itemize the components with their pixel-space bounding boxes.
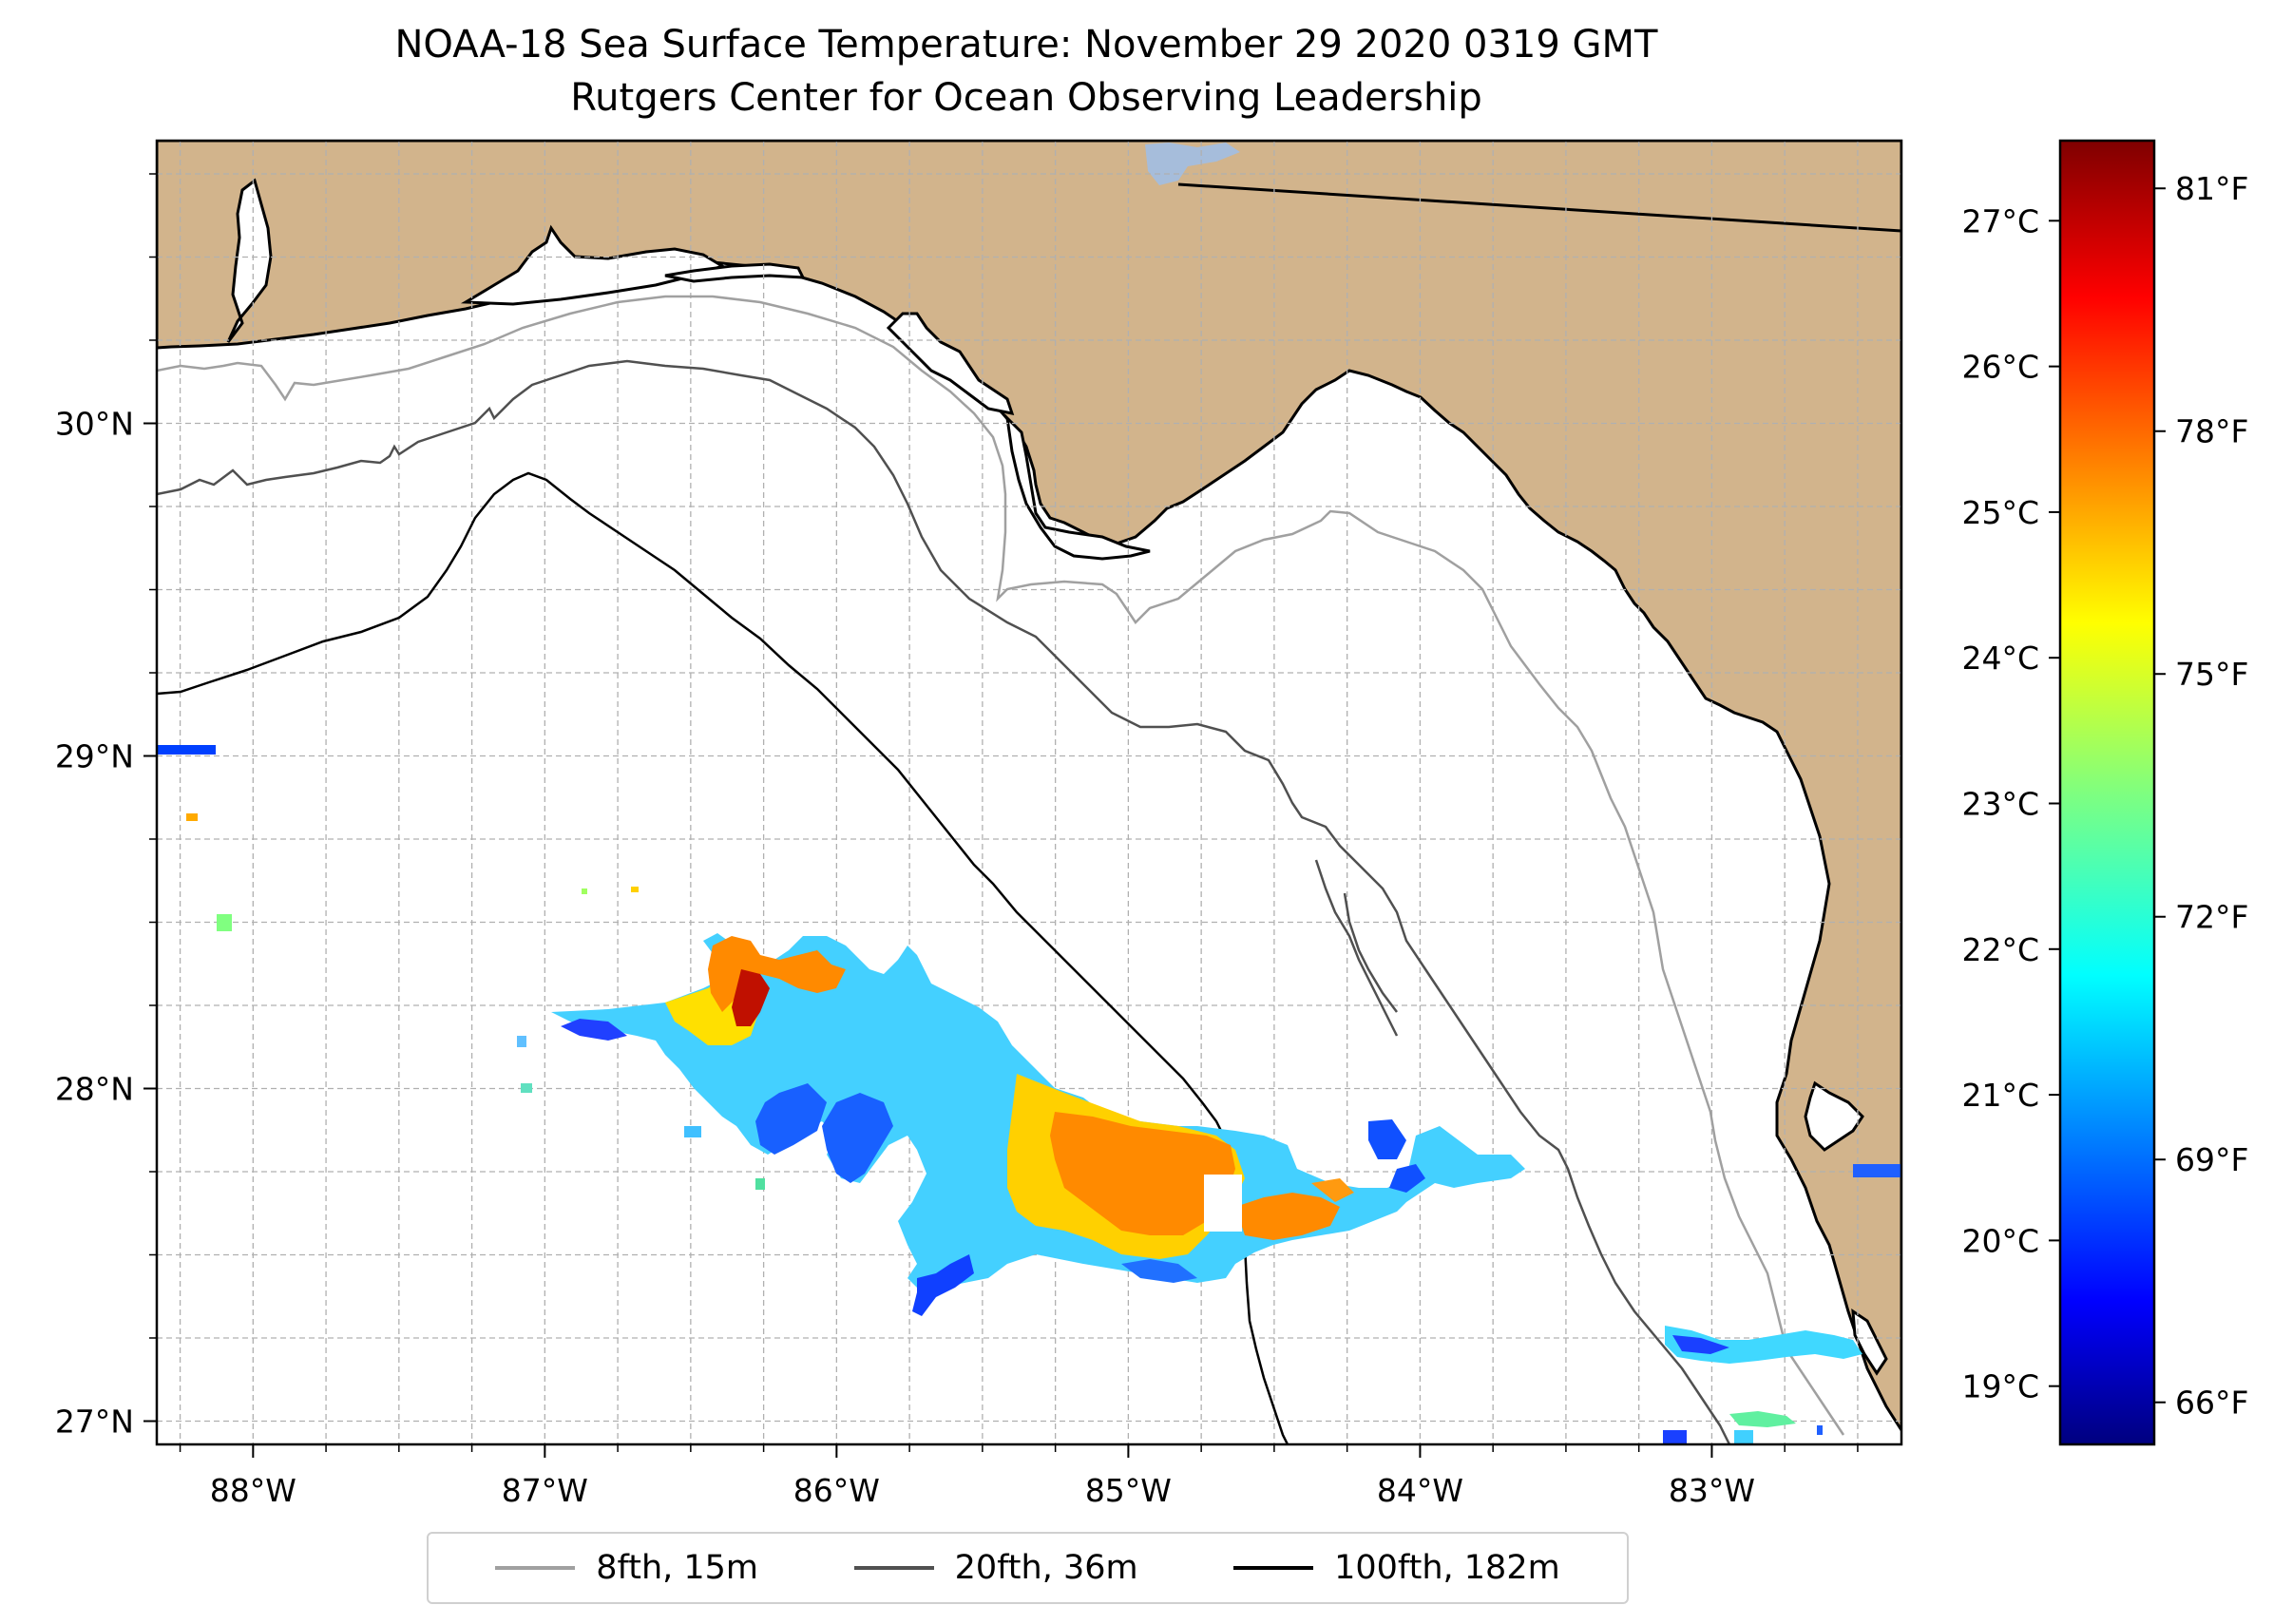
fahrenheit-tick-label: 66°F	[2175, 1385, 2248, 1422]
celsius-tick-label: 22°C	[1961, 931, 2039, 968]
lake	[1145, 143, 1240, 185]
lat-tick-label: 30°N	[55, 406, 134, 443]
legend-label: 100fth, 182m	[1334, 1549, 1560, 1587]
lon-tick-label: 87°W	[502, 1472, 588, 1509]
celsius-tick-label: 27°C	[1961, 202, 2039, 239]
bay-mobile	[226, 178, 273, 343]
celsius-tick-label: 23°C	[1961, 785, 2039, 822]
lat-tick-label: 29°N	[55, 738, 134, 775]
bay-apalachicola	[1004, 413, 1151, 561]
celsius-tick-label: 24°C	[1961, 640, 2039, 677]
legend-item: 8fth, 15m	[495, 1549, 758, 1587]
sst-data	[157, 745, 1900, 1444]
lon-tick-label: 85°W	[1085, 1472, 1172, 1509]
bay-st-andrew	[886, 312, 1015, 415]
isobath-20fth	[157, 359, 1731, 1444]
state-border	[1177, 182, 1901, 233]
legend-swatch-100fth	[1233, 1566, 1314, 1570]
fahrenheit-tick-label: 75°F	[2175, 656, 2248, 693]
lon-tick-label: 83°W	[1669, 1472, 1755, 1509]
lon-tick-label: 88°W	[210, 1472, 296, 1509]
bay-choctawhatchee	[664, 262, 806, 283]
celsius-tick-label: 25°C	[1961, 494, 2039, 531]
bay-charlotte	[1851, 1309, 1888, 1376]
lon-tick-label: 86°W	[793, 1472, 880, 1509]
legend-swatch-8fth	[495, 1566, 576, 1570]
legend-swatch-20fth	[853, 1566, 934, 1570]
fahrenheit-tick-label: 72°F	[2175, 899, 2248, 936]
fahrenheit-tick-label: 81°F	[2175, 170, 2248, 207]
lon-tick-label: 84°W	[1377, 1472, 1463, 1509]
axis-ticks: 88°W 87°W 86°W 85°W 84°W 83°W 27°N 28°N 29°N 30°N	[55, 173, 1859, 1509]
isobath-legend: 8fth, 15m 20fth, 36m 100fth, 182m	[427, 1532, 1629, 1604]
fahrenheit-tick-label: 69°F	[2175, 1141, 2248, 1178]
celsius-tick-label: 19°C	[1961, 1368, 2039, 1405]
colorbar	[2058, 139, 2156, 1446]
colorbar-ticks: 19°C 20°C 21°C 22°C 23°C 24°C 25°C 26°C 27°C 66°F…	[1961, 170, 2248, 1421]
map-frame	[155, 139, 1903, 1446]
chart-subtitle: Rutgers Center for Ocean Observing Leade…	[570, 76, 1482, 120]
isobath-8fth	[157, 295, 1845, 1436]
lat-tick-label: 28°N	[55, 1071, 134, 1108]
legend-item: 100fth, 182m	[1233, 1549, 1560, 1587]
celsius-tick-label: 21°C	[1961, 1077, 2039, 1114]
chart-title: NOAA-18 Sea Surface Temperature: Novembe…	[394, 23, 1658, 67]
legend-label: 8fth, 15m	[596, 1549, 759, 1587]
legend-label: 20fth, 36m	[954, 1549, 1138, 1587]
celsius-tick-label: 20°C	[1961, 1222, 2039, 1259]
celsius-tick-label: 26°C	[1961, 349, 2039, 386]
isobath-coast-islands	[1314, 859, 1399, 1037]
legend-item: 20fth, 36m	[853, 1549, 1138, 1587]
bay-tampa	[1804, 1080, 1864, 1152]
lat-tick-label: 27°N	[55, 1404, 134, 1441]
fahrenheit-tick-label: 78°F	[2175, 413, 2248, 450]
bay-pensacola	[460, 224, 726, 306]
